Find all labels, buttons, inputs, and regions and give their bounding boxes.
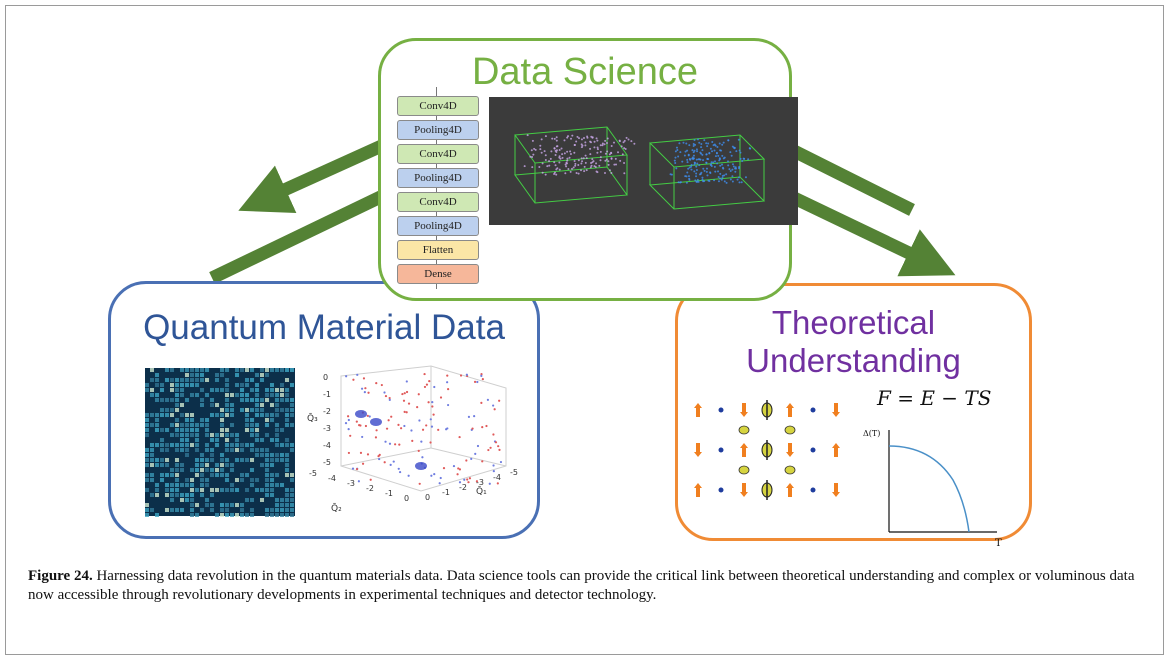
z-tick-label: 0 — [323, 373, 328, 382]
x-tick-label: -5 — [309, 469, 317, 478]
y-tick-label: -4 — [493, 473, 501, 482]
quantum-material-title: Quantum Material Data — [143, 308, 505, 347]
render-panel-blue — [636, 97, 798, 225]
layer-conv4d-3: Conv4D — [397, 192, 479, 212]
y-tick-label: 0 — [425, 493, 430, 502]
figure-caption: Figure 24. Harnessing data revolution in… — [28, 567, 1143, 605]
z-tick-label: -5 — [323, 458, 331, 467]
figure-label: Figure 24. — [28, 568, 93, 584]
spin-lattice — [694, 400, 840, 500]
layer-pooling4d-1: Pooling4D — [397, 120, 479, 140]
x-tick-label: -3 — [347, 479, 355, 488]
z-tick-label: -1 — [323, 390, 331, 399]
data-science-title: Data Science — [471, 51, 698, 93]
x-tick-label: -1 — [385, 489, 393, 498]
free-energy-equation: F = E − TS — [877, 386, 992, 410]
plot-x-label: T — [995, 538, 1002, 549]
y-axis-label: Q̄₁ — [476, 485, 487, 497]
y-tick-label: -5 — [510, 468, 518, 477]
data-science-box: Data Science Conv4D Pooling4D Conv4D Poo… — [378, 38, 798, 301]
z-tick-label: -3 — [323, 424, 331, 433]
x-tick-label: -2 — [366, 484, 374, 493]
y-tick-label: -2 — [459, 483, 467, 492]
layer-dense: Dense — [397, 264, 479, 284]
x-axis-label: Q̄₂ — [331, 502, 342, 514]
diffuse-scattering-image — [145, 368, 295, 517]
arrow-ds-to-qm — [238, 137, 391, 213]
layer-conv4d-1: Conv4D — [397, 96, 479, 116]
x-tick-label: 0 — [404, 494, 409, 503]
theoretical-understanding-box: Theoretical Understanding F = E − TS Δ(T… — [675, 283, 1032, 549]
y-tick-label: -1 — [442, 488, 450, 497]
scatter-3d-plot: Q̄₃ Q̄₂ Q̄₁ 0-1-2-3-4-5-5-4-3-2-10 0-1-2-… — [307, 365, 518, 514]
layer-flatten: Flatten — [397, 240, 479, 260]
plot-y-label: Δ(T) — [863, 429, 880, 438]
arrow-ds-to-tu — [787, 190, 956, 277]
order-parameter-plot: Δ(T) T — [863, 429, 1002, 549]
theoretical-understanding-title: Theoretical Understanding — [746, 304, 961, 379]
layer-pooling4d-2: Pooling4D — [397, 168, 479, 188]
render-panel-purple — [489, 97, 651, 225]
caption-text: Harnessing data revolution in the quantu… — [28, 568, 1135, 603]
x-tick-label: -4 — [328, 474, 336, 483]
arrow-qm-to-ds — [209, 184, 398, 284]
z-axis-label: Q̄₃ — [307, 412, 318, 424]
quantum-material-data-box: Quantum Material Data Q̄₃ Q̄₂ Q̄₁ 0 -1 -2-… — [108, 281, 540, 539]
layer-pooling4d-3: Pooling4D — [397, 216, 479, 236]
z-tick-label: -2 — [323, 407, 331, 416]
z-tick-label: -4 — [323, 441, 331, 450]
layer-conv4d-2: Conv4D — [397, 144, 479, 164]
y-tick-label: -3 — [476, 478, 484, 487]
network-line — [436, 87, 437, 289]
arrow-tu-to-ds — [785, 142, 915, 216]
